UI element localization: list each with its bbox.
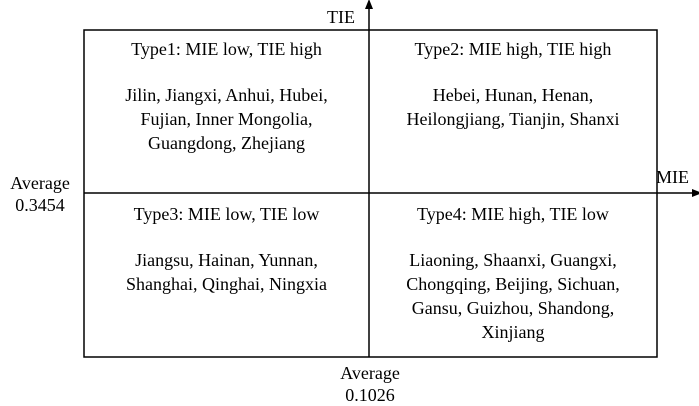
- y-axis-label: TIE: [327, 7, 355, 27]
- quadrant-title: Type4: MIE high, TIE low: [417, 204, 609, 224]
- quadrant-line: Heilongjiang, Tianjin, Shanxi: [406, 109, 620, 129]
- quadrant-type4: Type4: MIE high, TIE low Liaoning, Shaan…: [371, 202, 655, 344]
- quadrant-title: Type1: MIE low, TIE high: [131, 39, 322, 59]
- quadrant-line: Hebei, Hunan, Henan,: [432, 85, 594, 105]
- quadrant-line: Fujian, Inner Mongolia,: [140, 109, 313, 129]
- quadrant-line: Liaoning, Shaanxi, Guangxi,: [409, 250, 617, 270]
- quadrant-line: Jiangsu, Hainan, Yunnan,: [135, 250, 318, 270]
- y-average-label: Average 0.3454: [0, 172, 80, 216]
- x-average-label: Average 0.1026: [320, 362, 420, 406]
- quadrant-line: Jilin, Jiangxi, Anhui, Hubei,: [125, 85, 328, 105]
- quadrant-line: Shanghai, Qinghai, Ningxia: [126, 274, 327, 294]
- quadrant-line: Gansu, Guizhou, Shandong,: [411, 298, 615, 318]
- quadrant-title: Type2: MIE high, TIE high: [414, 39, 612, 59]
- quadrant-line: Xinjiang: [481, 322, 545, 342]
- x-axis-label: MIE: [656, 167, 689, 187]
- y-average-text: Average: [10, 173, 70, 193]
- x-average-value: 0.1026: [345, 385, 395, 405]
- quadrant-type3: Type3: MIE low, TIE low Jiangsu, Hainan,…: [86, 202, 367, 296]
- x-average-text: Average: [340, 363, 400, 383]
- quadrant-type1: Type1: MIE low, TIE high Jilin, Jiangxi,…: [86, 37, 367, 155]
- quadrant-line: Chongqing, Beijing, Sichuan,: [406, 274, 620, 294]
- quadrant-type2: Type2: MIE high, TIE high Hebei, Hunan, …: [371, 37, 655, 131]
- quadrant-title: Type3: MIE low, TIE low: [133, 204, 320, 224]
- y-average-value: 0.3454: [15, 195, 65, 215]
- quadrant-line: Guangdong, Zhejiang: [148, 133, 305, 153]
